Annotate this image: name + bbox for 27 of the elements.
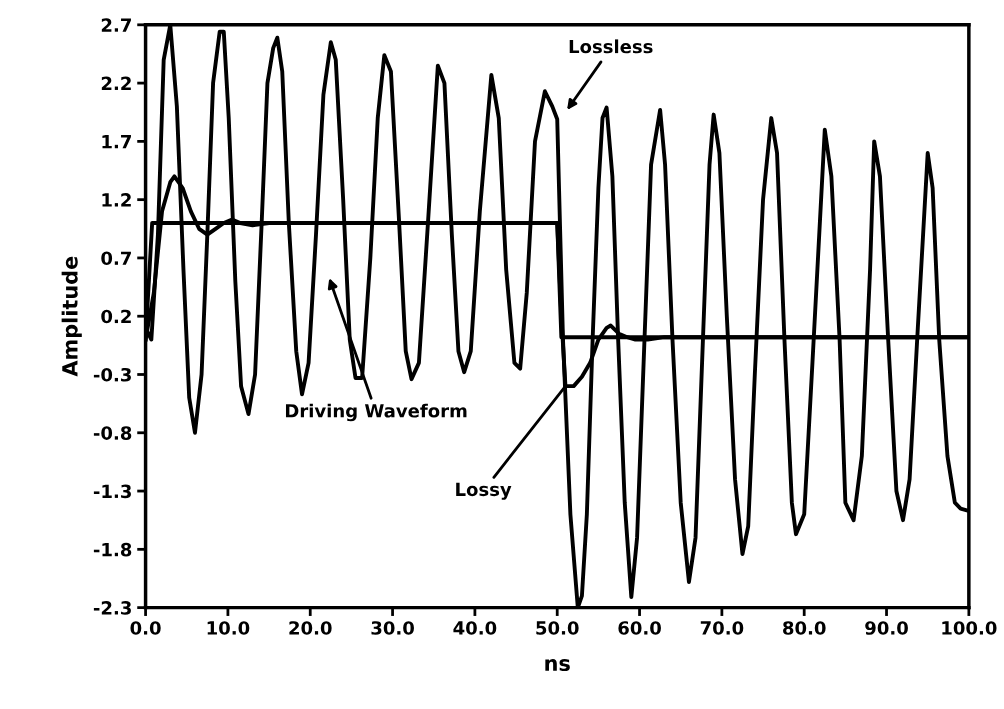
y-axis-title: Amplitude	[61, 256, 82, 377]
annotation: Driving Waveform	[285, 403, 467, 422]
y-tick-label: 0.2	[101, 309, 131, 324]
y-tick-label: -0.3	[93, 367, 131, 382]
y-tick-label: 1.7	[102, 135, 131, 149]
y-tick-label: -2.3	[93, 601, 131, 615]
y-tick-label: 2.7	[101, 18, 131, 32]
y-tick-label: -0.8	[93, 426, 132, 440]
annotation: Lossless	[569, 39, 653, 54]
y-tick-label: -1.8	[93, 542, 132, 557]
x-tick-label: 80.0	[783, 621, 826, 635]
x-tick-label: 30.0	[371, 621, 414, 635]
y-tick-label: 0.7	[101, 251, 131, 266]
x-tick-label: 0.0	[130, 621, 161, 635]
x-tick-label: 70.0	[700, 621, 744, 635]
annotation: Lossy	[456, 482, 512, 500]
x-tick-label: 90.0	[865, 621, 908, 635]
x-tick-label: 50.0	[536, 621, 579, 635]
x-tick-label: 60.0	[618, 621, 661, 635]
x-axis-title: ns	[545, 659, 570, 672]
y-tick-label: -1.3	[93, 484, 131, 499]
x-tick-label: 40.0	[453, 621, 497, 635]
x-tick-label: 20.0	[289, 621, 332, 635]
x-tick-label: 10.0	[207, 621, 250, 635]
x-tick-label: 100.0	[942, 621, 997, 635]
y-tick-label: 1.2	[102, 193, 131, 207]
y-tick-label: 2.2	[101, 76, 131, 90]
